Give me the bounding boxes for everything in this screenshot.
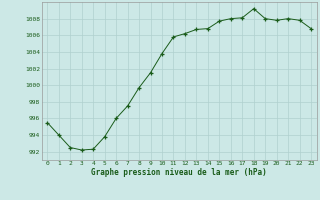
X-axis label: Graphe pression niveau de la mer (hPa): Graphe pression niveau de la mer (hPa) — [91, 168, 267, 177]
